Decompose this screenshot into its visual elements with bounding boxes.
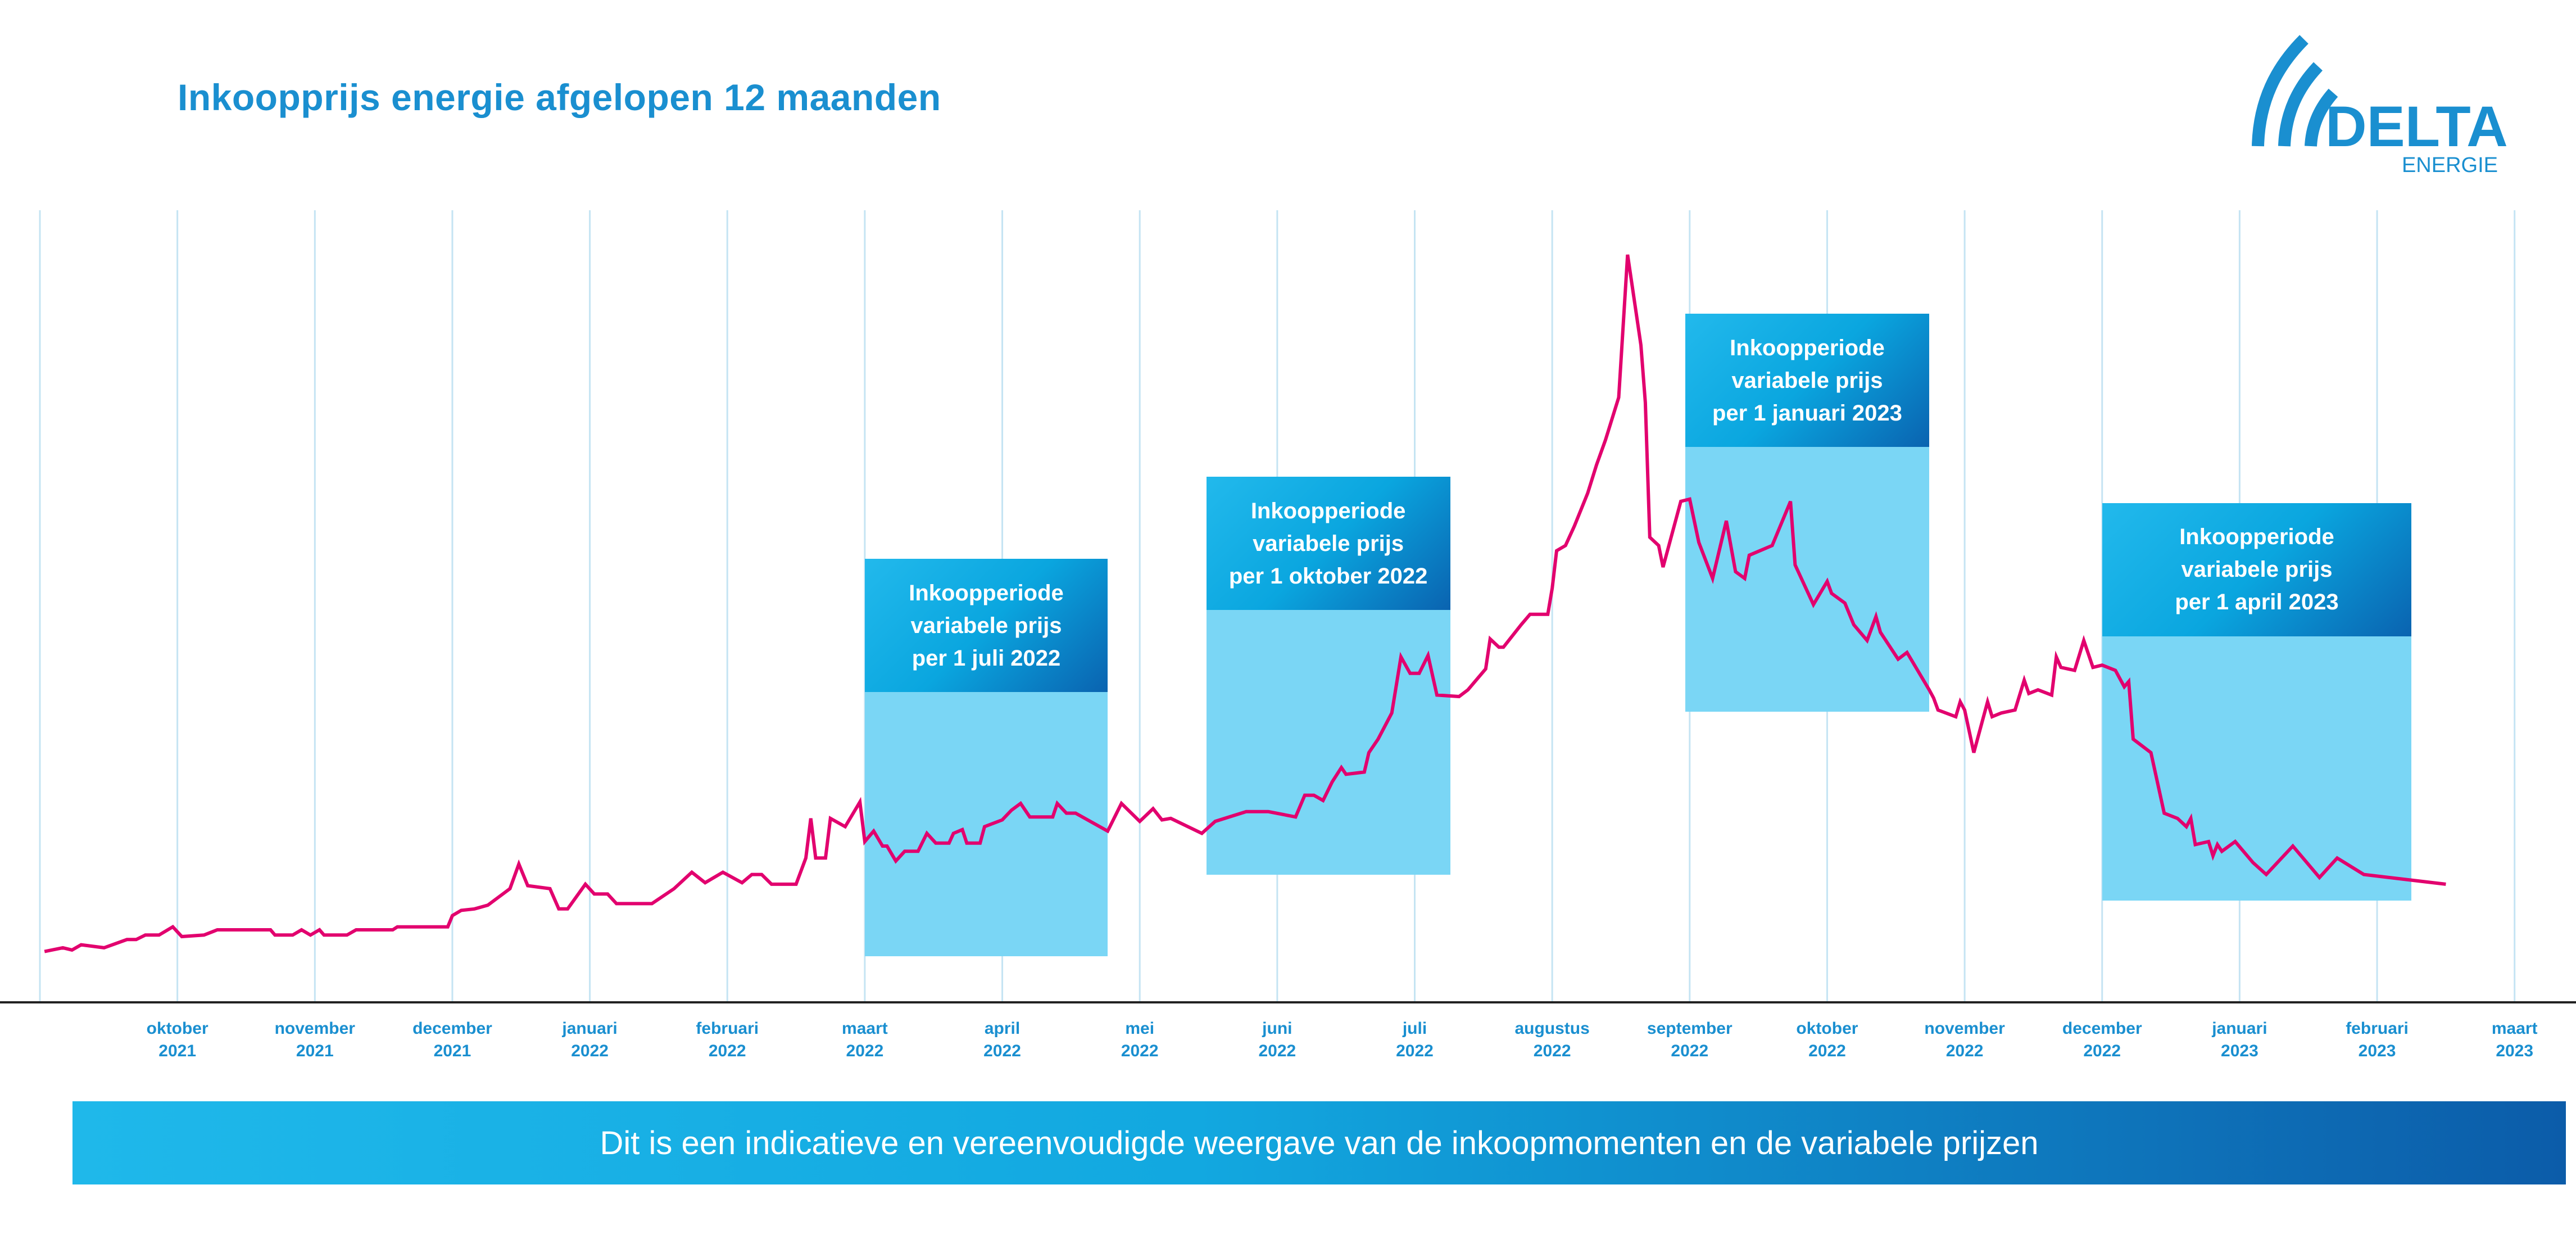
x-tick-year: 2022 xyxy=(1808,1042,1846,1060)
disclaimer-text: Dit is een indicatieve en vereenvoudigde… xyxy=(600,1124,2039,1161)
purchase-period-label-line: Inkoopperiode xyxy=(2179,524,2334,550)
x-tick-month: november xyxy=(1924,1019,2005,1038)
x-tick-year: 2023 xyxy=(2358,1042,2396,1060)
x-tick-label: februari 2022 xyxy=(660,1018,795,1062)
disclaimer-banner: Dit is een indicatieve en vereenvoudigde… xyxy=(72,1101,2566,1184)
purchase-period-label-line: Inkoopperiode xyxy=(1250,498,1406,523)
x-tick-month: september xyxy=(1647,1019,1733,1038)
x-tick-year: 2022 xyxy=(1258,1042,1296,1060)
x-tick-month: februari xyxy=(2346,1019,2409,1038)
x-tick-month: februari xyxy=(696,1019,759,1038)
purchase-period-label-line: variabele prijs xyxy=(1253,531,1404,556)
purchase-period-label-line: variabele prijs xyxy=(910,613,1062,638)
x-tick-label: maart 2023 xyxy=(2447,1018,2576,1062)
purchase-period-label: Inkoopperiode variabele prijs per 1 juli 2… xyxy=(864,559,1108,693)
x-tick-month: juli xyxy=(1402,1019,1427,1038)
x-tick-month: juni xyxy=(1262,1019,1292,1038)
x-tick-label: juli 2022 xyxy=(1348,1018,1482,1062)
x-tick-label: november 2021 xyxy=(247,1018,382,1062)
x-tick-month: maart xyxy=(2491,1019,2538,1038)
x-tick-label: november 2022 xyxy=(1897,1018,2032,1062)
x-tick-label: mei 2022 xyxy=(1072,1018,1207,1062)
purchase-period-label-line: per 1 oktober 2022 xyxy=(1228,563,1428,589)
x-tick-month: oktober xyxy=(1796,1019,1858,1038)
purchase-period-range xyxy=(1206,610,1450,875)
purchase-period-range xyxy=(864,692,1108,956)
purchase-period-label-line: per 1 juli 2022 xyxy=(911,645,1061,671)
delta-energie-logo: DELTA ENERGIE xyxy=(2252,35,2508,177)
x-tick-year: 2022 xyxy=(1121,1042,1159,1060)
x-tick-label: januari 2023 xyxy=(2172,1018,2307,1062)
purchase-period-label: Inkoopperiode variabele prijs per 1 april … xyxy=(2102,503,2412,636)
x-tick-year: 2023 xyxy=(2221,1042,2258,1060)
x-tick-year: 2022 xyxy=(846,1042,884,1060)
x-tick-month: januari xyxy=(2212,1019,2267,1038)
price-series-line xyxy=(44,254,2446,953)
x-tick-month: mei xyxy=(1125,1019,1155,1038)
x-tick-label: april 2022 xyxy=(935,1018,1070,1062)
x-tick-label: oktober 2022 xyxy=(1759,1018,1894,1062)
x-tick-month: oktober xyxy=(146,1019,208,1038)
x-tick-year: 2022 xyxy=(2083,1042,2121,1060)
x-tick-label: februari 2023 xyxy=(2310,1018,2445,1062)
purchase-period-label-line: Inkoopperiode xyxy=(909,580,1064,605)
signal-arcs-icon xyxy=(2252,35,2338,147)
purchase-period-label-line: per 1 januari 2023 xyxy=(1712,400,1902,426)
purchase-period-range xyxy=(1685,447,1929,712)
x-tick-month: januari xyxy=(562,1019,618,1038)
x-tick-month: maart xyxy=(842,1019,888,1038)
x-tick-year: 2022 xyxy=(708,1042,746,1060)
x-tick-label: maart 2022 xyxy=(797,1018,932,1062)
x-tick-year: 2022 xyxy=(983,1042,1021,1060)
purchase-period-label: Inkoopperiode variabele prijs per 1 oktobe… xyxy=(1206,477,1450,610)
purchase-period-box: Inkoopperiode variabele prijs per 1 oktobe… xyxy=(1206,477,1450,875)
purchase-period-label-line: per 1 april 2023 xyxy=(2175,590,2339,615)
logo-brand-text: DELTA xyxy=(2325,94,2508,159)
x-tick-year: 2022 xyxy=(1945,1042,1984,1060)
x-tick-year: 2022 xyxy=(1533,1042,1571,1060)
x-tick-label: oktober 2021 xyxy=(110,1018,245,1062)
logo-sub-text: ENERGIE xyxy=(2402,153,2498,177)
purchase-period-label-line: variabele prijs xyxy=(2181,557,2333,582)
x-tick-year: 2021 xyxy=(433,1042,471,1060)
x-tick-label: augustus 2022 xyxy=(1485,1018,1620,1062)
x-tick-label: december 2022 xyxy=(2035,1018,2170,1062)
x-tick-label: september 2022 xyxy=(1622,1018,1757,1062)
x-tick-month: november xyxy=(274,1019,355,1038)
purchase-period-label: Inkoopperiode variabele prijs per 1 januar… xyxy=(1685,314,1929,447)
x-tick-label: december 2021 xyxy=(385,1018,520,1062)
x-tick-label: juni 2022 xyxy=(1210,1018,1345,1062)
x-tick-year: 2022 xyxy=(571,1042,609,1060)
x-tick-label: januari 2022 xyxy=(523,1018,657,1062)
x-tick-month: augustus xyxy=(1514,1019,1590,1038)
purchase-period-label-line: Inkoopperiode xyxy=(1730,335,1885,360)
x-tick-month: december xyxy=(2062,1019,2142,1038)
chart-title: Inkoopprijs energie afgelopen 12 maanden xyxy=(178,76,941,118)
x-tick-year: 2022 xyxy=(1396,1042,1434,1060)
purchase-period-box: Inkoopperiode variabele prijs per 1 juli 2… xyxy=(864,559,1108,956)
x-tick-year: 2021 xyxy=(296,1042,334,1060)
x-tick-year: 2022 xyxy=(1671,1042,1709,1060)
x-tick-month: december xyxy=(412,1019,492,1038)
x-tick-year: 2023 xyxy=(2496,1042,2534,1060)
x-tick-year: 2021 xyxy=(158,1042,197,1060)
purchase-period-label-line: variabele prijs xyxy=(1731,368,1883,393)
purchase-period-box: Inkoopperiode variabele prijs per 1 januar… xyxy=(1685,314,1929,712)
x-tick-month: april xyxy=(984,1019,1021,1038)
